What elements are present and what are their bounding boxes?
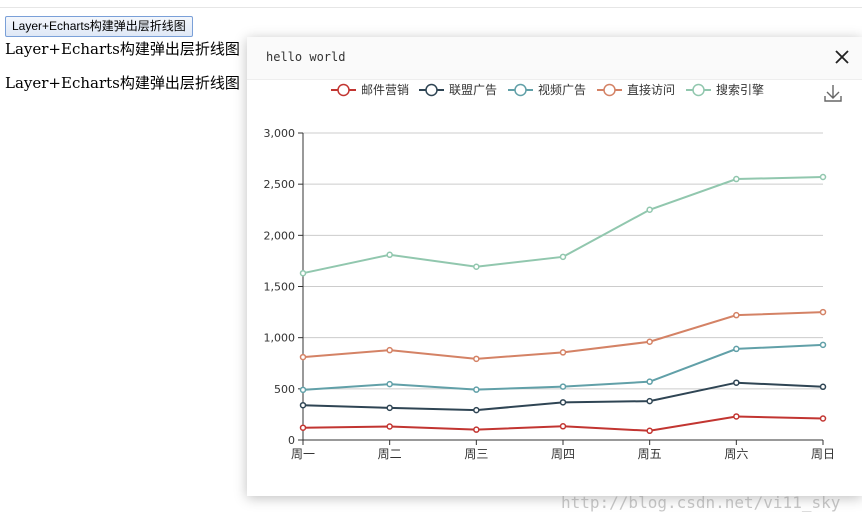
legend-label: 直接访问	[627, 82, 675, 97]
data-point	[473, 263, 480, 270]
data-point	[733, 345, 740, 353]
data-point	[473, 406, 480, 414]
data-point	[299, 269, 307, 277]
data-point	[819, 341, 827, 349]
data-point	[733, 413, 740, 420]
close-icon[interactable]	[833, 48, 851, 66]
chart-container: 0 500 1,000 1,500 2,000 2,500 3,000 周一 周二 周三 周四 周五 周…	[247, 80, 862, 496]
x-tick-label: 周一	[291, 447, 315, 461]
legend-marker	[603, 83, 616, 97]
x-tick-label: 周二	[378, 447, 402, 461]
data-point	[299, 386, 307, 394]
download-icon[interactable]	[824, 85, 842, 102]
text-line-1: Layer+Echarts构建弹出层折线图	[5, 40, 240, 58]
x-tick-label: 周四	[551, 447, 575, 461]
line-chart: 0 500 1,000 1,500 2,000 2,500 3,000 周一 周二 周三 周四 周五 周…	[264, 82, 842, 461]
legend-marker	[425, 83, 438, 97]
data-point	[733, 311, 740, 319]
data-point	[559, 423, 567, 430]
data-point	[646, 338, 653, 346]
x-tick-label: 周六	[724, 447, 748, 461]
layer-title: hello world	[266, 50, 346, 64]
watermark: http://blog.csdn.net/vi11_sky	[561, 493, 841, 512]
y-tick-label: 1,000	[264, 332, 296, 345]
data-point	[299, 401, 307, 409]
data-point	[386, 404, 393, 412]
data-point	[559, 253, 567, 261]
legend-label: 邮件营销	[361, 83, 409, 97]
data-point	[473, 355, 480, 363]
data-point	[819, 308, 827, 316]
data-point	[386, 380, 393, 388]
top-border	[0, 7, 862, 8]
data-point	[819, 415, 827, 422]
data-point	[559, 399, 567, 406]
legend-marker	[337, 83, 350, 97]
y-tick-label: 2,000	[264, 229, 296, 242]
x-tick-label: 周日	[811, 447, 835, 461]
data-point	[733, 379, 740, 386]
data-point	[559, 383, 567, 390]
text-line-2: Layer+Echarts构建弹出层折线图	[5, 74, 240, 92]
data-point	[733, 175, 740, 183]
data-point	[386, 423, 393, 430]
data-point	[299, 424, 307, 431]
legend-label: 视频广告	[538, 82, 586, 97]
data-point	[646, 397, 653, 405]
y-tick-label: 1,500	[264, 281, 296, 294]
data-point	[646, 206, 653, 213]
y-tick-label: 3,000	[264, 127, 296, 140]
popup-layer: hello world 0 500 1,000 1,500 2,000 2,500 3,00…	[247, 37, 862, 496]
legend-marker	[692, 83, 705, 97]
data-point	[646, 378, 653, 385]
data-point	[473, 386, 480, 393]
data-point	[559, 349, 567, 356]
data-point	[646, 427, 653, 435]
x-tick-label: 周三	[464, 447, 488, 461]
legend-marker	[514, 83, 527, 97]
layer-header: hello world	[247, 37, 862, 80]
data-point	[299, 353, 307, 361]
y-tick-label: 500	[274, 383, 295, 396]
data-point	[386, 251, 393, 259]
legend-label: 联盟广告	[449, 83, 497, 97]
y-tick-label: 2,500	[264, 178, 296, 191]
y-tick-label: 0	[288, 434, 295, 447]
data-point	[819, 383, 827, 391]
data-point	[819, 173, 827, 181]
legend-label: 搜索引擎	[716, 82, 764, 97]
data-point	[386, 346, 393, 354]
x-tick-label: 周五	[638, 447, 662, 461]
open-chart-button[interactable]: Layer+Echarts构建弹出层折线图	[5, 16, 193, 37]
data-point	[473, 426, 480, 433]
